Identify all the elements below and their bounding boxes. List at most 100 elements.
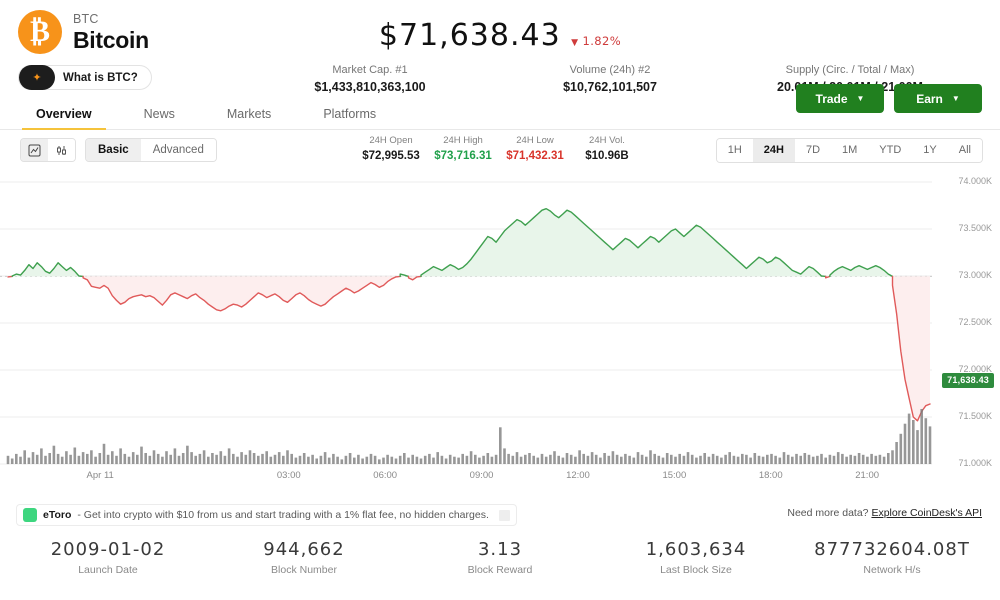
stat-value: $73,716.31	[434, 150, 492, 162]
current-price: $71,638.43	[378, 18, 561, 53]
stat-value: 1,603,634	[645, 539, 747, 560]
y-axis-tick: 72.500K	[958, 317, 992, 327]
trade-button[interactable]: Trade ▼	[796, 84, 884, 113]
chart-toolbar: Basic Advanced 24H Open $72,995.53 24H H…	[0, 130, 1000, 172]
x-axis-tick: 18:00	[758, 470, 783, 481]
range-1m[interactable]: 1M	[831, 139, 869, 162]
stat-label: Block Reward	[467, 564, 533, 576]
chart-type-group	[20, 138, 76, 162]
price-change-value: 1.82%	[582, 34, 622, 48]
sparkle-icon: ✦	[19, 65, 55, 90]
chevron-down-icon: ▼	[856, 94, 865, 103]
stat-label: 24H Open	[369, 135, 413, 146]
tab-platforms[interactable]: Platforms	[323, 107, 377, 121]
stat-label: 24H Low	[516, 135, 554, 146]
page-header: ₿ BTC Bitcoin ✦ What is BTC? $71,638.43 …	[0, 0, 1000, 100]
footer-stats: 2009-01-02 Launch Date 944,662 Block Num…	[0, 530, 1000, 578]
header-stats: Market Cap. #1 $1,433,810,363,100 Volume…	[250, 62, 970, 96]
price-chart[interactable]: 74.000K 73.500K 73.000K 72.500K 72.000K 71.50…	[0, 172, 1000, 502]
x-axis-tick: 21:00	[855, 470, 880, 481]
y-axis-tick: 72.000K	[958, 364, 992, 374]
promo-row: eToro - Get into crypto with $10 from us…	[0, 502, 1000, 530]
time-range-group: 1H 24H 7D 1M YTD 1Y All	[715, 138, 983, 163]
stat-market-cap: Market Cap. #1 $1,433,810,363,100	[250, 62, 490, 96]
stat-24h-vol: 24H Vol. $10.96B	[571, 134, 643, 164]
stat-label: Block Number	[271, 564, 337, 576]
stat-label: 24H Vol.	[589, 135, 625, 146]
what-is-btc-label: What is BTC?	[63, 71, 138, 84]
stat-label: Network H/s	[863, 564, 921, 576]
x-axis-tick: 03:00	[276, 470, 301, 481]
stat-label: Market Cap. #1	[332, 64, 408, 76]
footer-stat-network-hashrate: 877732604.08T Network H/s	[794, 538, 990, 578]
stat-value: 944,662	[263, 539, 345, 560]
api-prompt: Need more data? Explore CoinDesk's API	[787, 507, 982, 519]
stat-24h-high: 24H High $73,716.31	[427, 134, 499, 164]
tab-news[interactable]: News	[143, 107, 175, 121]
what-is-btc-button[interactable]: ✦ What is BTC?	[18, 65, 152, 90]
last-price-badge: 71,638.43	[942, 372, 994, 388]
line-chart-icon[interactable]	[21, 139, 48, 161]
chart-mode-group: Basic Advanced	[85, 138, 217, 162]
stat-value: $71,432.31	[506, 150, 564, 162]
tab-markets[interactable]: Markets	[226, 107, 272, 121]
x-axis-tick: Apr 11	[86, 470, 114, 481]
range-all[interactable]: All	[947, 139, 982, 162]
stat-value: 877732604.08T	[814, 539, 970, 560]
range-ytd[interactable]: YTD	[868, 139, 913, 162]
promo-text: - Get into crypto with $10 from us and s…	[77, 509, 489, 521]
tab-overview[interactable]: Overview	[22, 100, 106, 130]
trade-label: Trade	[815, 91, 848, 106]
stat-value: $10,762,101,507	[563, 80, 657, 94]
price-display: $71,638.43 ▼ 1.82%	[0, 18, 1000, 53]
range-24h[interactable]: 24H	[752, 139, 795, 162]
chevron-down-icon: ▼	[951, 94, 960, 103]
etoro-brand: eToro	[43, 509, 72, 521]
stat-24h-open: 24H Open $72,995.53	[355, 134, 427, 164]
y-axis-tick: 73.000K	[958, 270, 992, 280]
stat-value: 2009-01-02	[50, 539, 166, 560]
x-axis-tick: 15:00	[662, 470, 687, 481]
x-axis-tick: 06:00	[373, 470, 398, 481]
x-axis-tick: 09:00	[469, 470, 494, 481]
price-change: ▼ 1.82%	[571, 34, 621, 48]
bitcoin-logo-icon: ₿	[18, 10, 62, 54]
x-axis-labels: Apr 11 03:00 06:00 09:00 12:00 15:00 18:00 21:0…	[0, 470, 930, 490]
footer-stat-last-block-size: 1,603,634 Last Block Size	[598, 538, 794, 578]
x-axis-tick: 12:00	[566, 470, 590, 481]
etoro-promo-banner[interactable]: eToro - Get into crypto with $10 from us…	[16, 504, 517, 526]
range-7d[interactable]: 7D	[794, 139, 832, 162]
y-axis-tick: 71.500K	[958, 411, 992, 421]
stat-volume: Volume (24h) #2 $10,762,101,507	[490, 62, 730, 96]
stat-label: Last Block Size	[660, 564, 732, 576]
api-link[interactable]: Explore CoinDesk's API	[871, 507, 982, 519]
coin-symbol: BTC	[73, 12, 99, 26]
y-axis-tick: 74.000K	[958, 176, 992, 186]
range-1y[interactable]: 1Y	[912, 139, 948, 162]
y-axis-labels: 74.000K 73.500K 73.000K 72.500K 72.000K 71.50…	[942, 172, 996, 502]
close-icon[interactable]	[498, 509, 510, 521]
stat-value: $1,433,810,363,100	[314, 80, 426, 94]
footer-stat-launch-date: 2009-01-02 Launch Date	[10, 538, 206, 578]
chart-canvas[interactable]	[0, 172, 1000, 502]
coin-identity: ₿ BTC Bitcoin	[18, 10, 149, 54]
range-1h[interactable]: 1H	[716, 139, 753, 162]
change-down-caret-icon: ▼	[571, 38, 579, 48]
y-axis-tick: 71.000K	[958, 458, 992, 468]
earn-button[interactable]: Earn ▼	[894, 84, 982, 113]
day-stats: 24H Open $72,995.53 24H High $73,716.31 …	[355, 134, 643, 164]
y-axis-tick: 73.500K	[958, 223, 992, 233]
api-prompt-prefix: Need more data?	[787, 507, 872, 519]
stat-label: Volume (24h) #2	[569, 64, 651, 76]
stat-value: $72,995.53	[362, 150, 420, 162]
main-nav: Overview News Markets Platforms Trade ▼ …	[0, 84, 1000, 130]
mode-basic[interactable]: Basic	[86, 139, 141, 161]
header-actions: Trade ▼ Earn ▼	[796, 84, 982, 113]
mode-advanced[interactable]: Advanced	[140, 139, 216, 161]
stat-value: 3.13	[477, 539, 523, 560]
stat-label: Launch Date	[78, 564, 138, 576]
stat-label: 24H High	[443, 135, 483, 146]
stat-24h-low: 24H Low $71,432.31	[499, 134, 571, 164]
candlestick-chart-icon[interactable]	[48, 139, 75, 161]
